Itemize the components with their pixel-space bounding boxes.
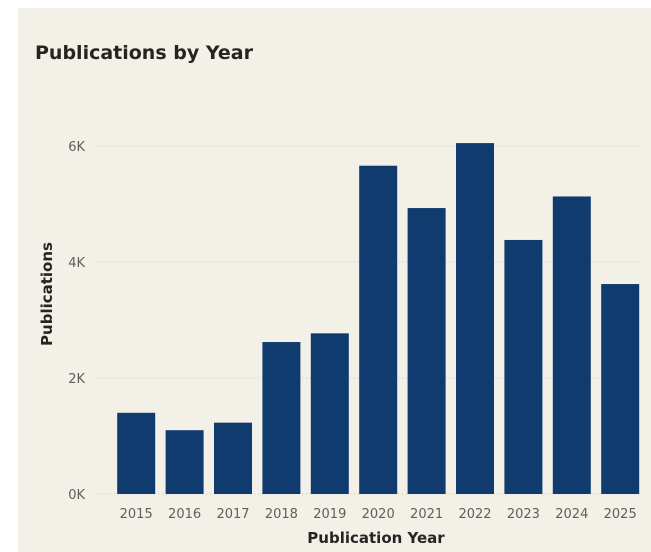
x-tick-label: 2015 [120,507,153,522]
x-tick-label: 2025 [604,507,637,522]
bar-2017[interactable] [214,422,252,494]
y-tick-label: 6K [68,140,85,155]
x-tick-label: 2023 [507,507,540,522]
bar-2023[interactable] [504,239,543,494]
y-axis-ticks: 0K 2K 4K 6K [68,140,85,503]
x-tick-label: 2024 [555,507,588,522]
x-tick-label: 2018 [265,507,298,522]
bar-2021[interactable] [407,208,446,494]
chart-title: Publications by Year [35,42,253,64]
bar-2022[interactable] [456,143,494,494]
y-axis-title: Publications [38,242,56,346]
x-tick-label: 2016 [168,507,201,522]
y-tick-label: 4K [68,256,85,271]
gridlines [98,145,641,495]
x-tick-label: 2017 [216,507,249,522]
x-axis-title: Publication Year [307,529,445,547]
bar-2015[interactable] [117,412,156,494]
y-tick-label: 2K [68,372,85,387]
bar-2024[interactable] [552,196,591,494]
x-tick-label: 2021 [410,507,443,522]
bars [117,143,640,494]
x-axis-ticks: 2015 2016 2017 2018 2019 2020 2021 2022 2023 2024… [120,507,637,522]
x-tick-label: 2020 [362,507,395,522]
x-tick-label: 2022 [458,507,491,522]
bar-2018[interactable] [262,342,301,494]
bar-2019[interactable] [310,333,349,494]
x-tick-label: 2019 [313,507,346,522]
y-tick-label: 0K [68,488,85,503]
bar-2025[interactable] [601,284,640,494]
bar-2016[interactable] [165,430,204,494]
bar-2020[interactable] [359,165,398,494]
